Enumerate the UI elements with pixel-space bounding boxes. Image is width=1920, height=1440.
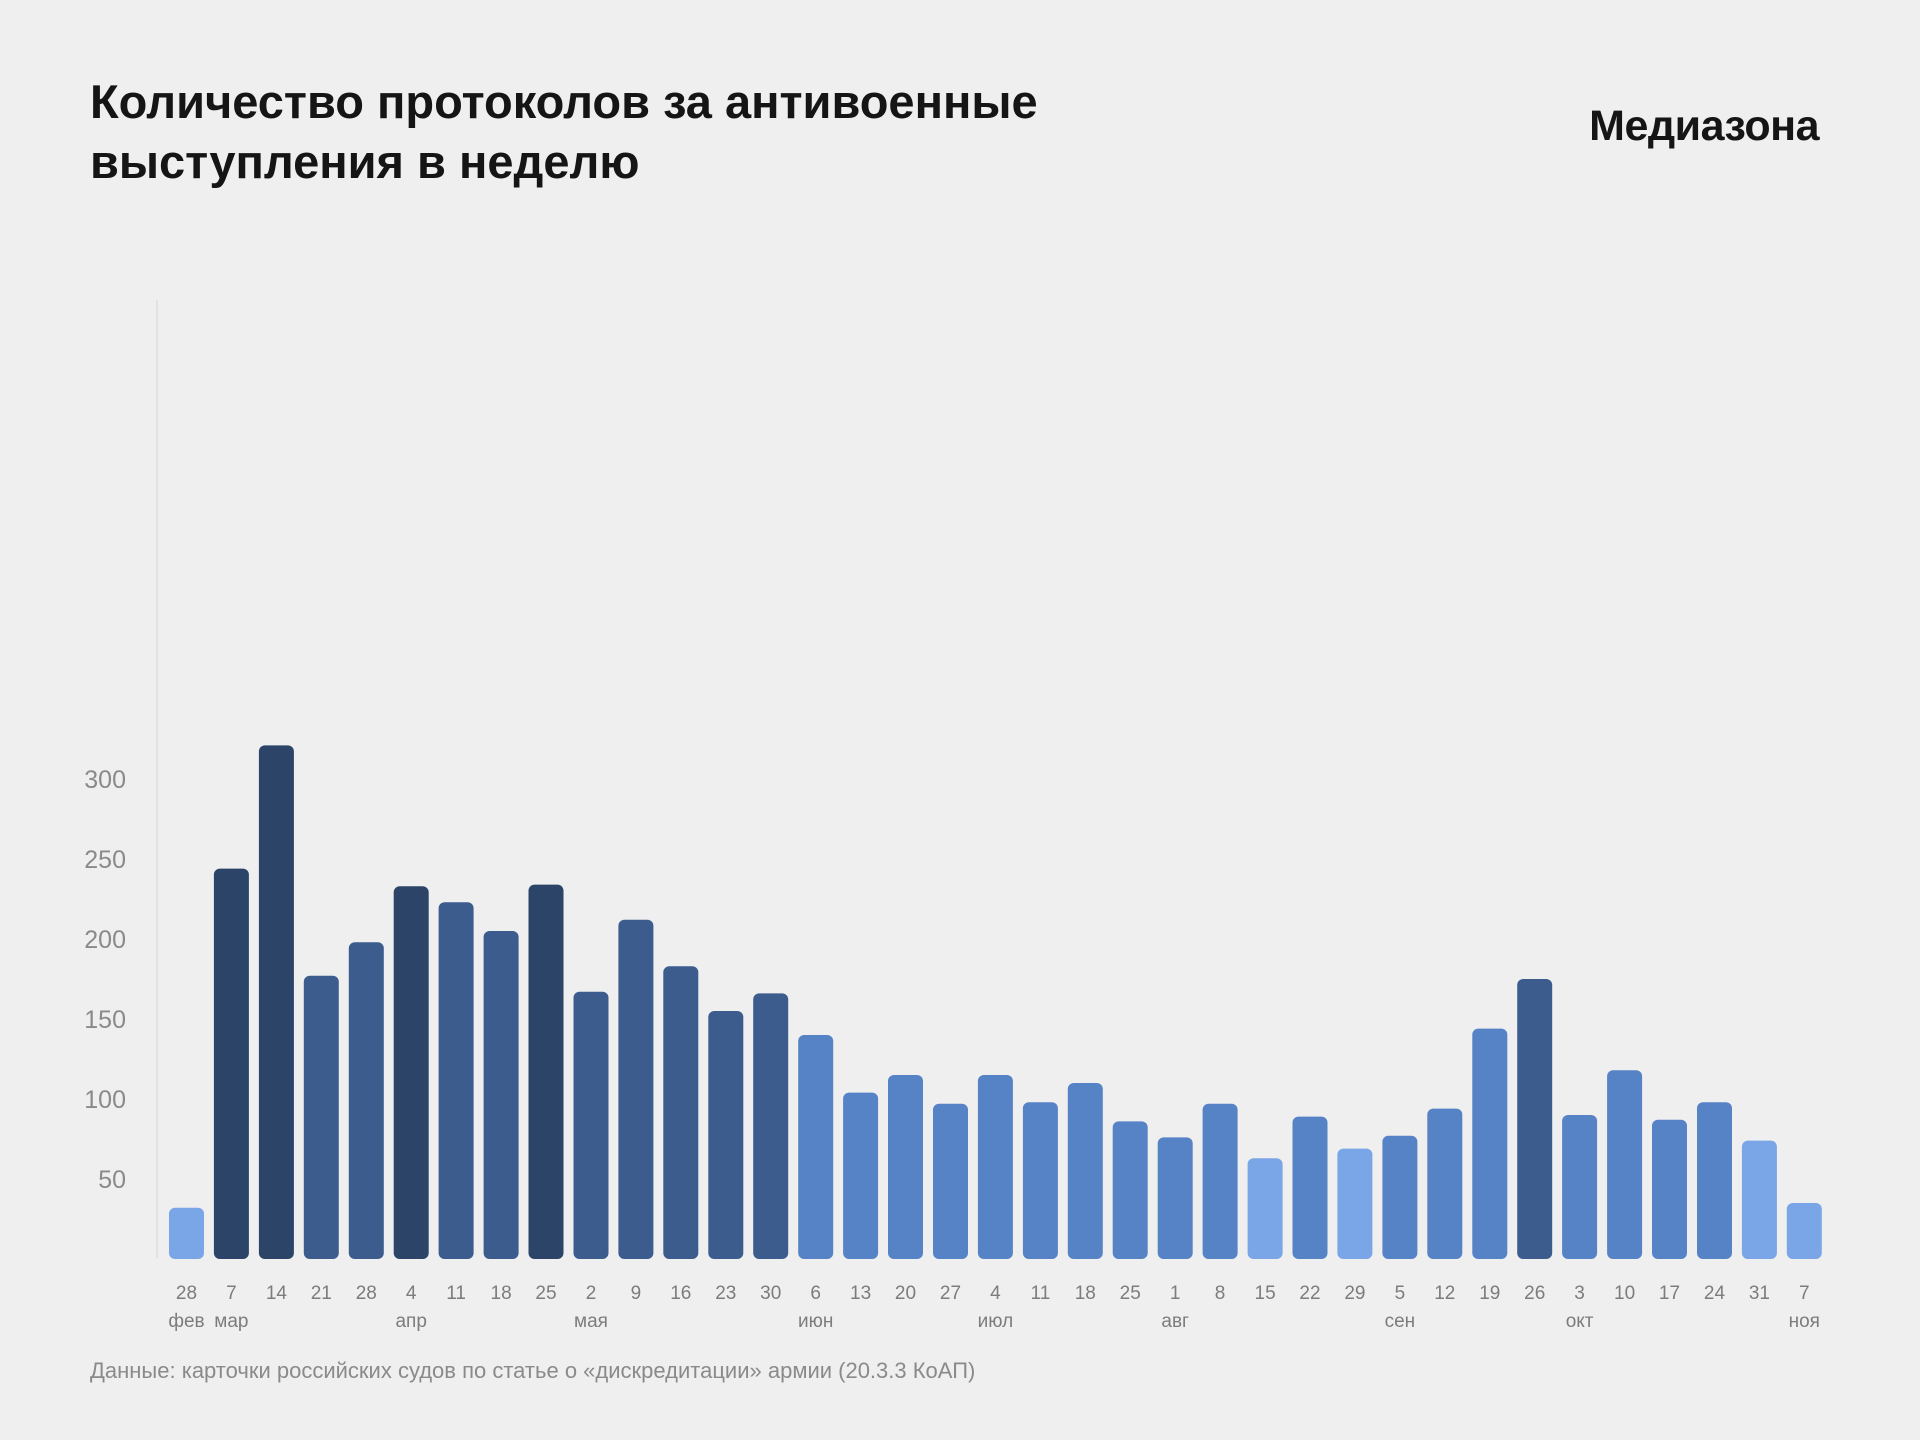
bar [573,991,609,1259]
bar [1607,1070,1643,1259]
y-tick-label: 250 [84,846,126,874]
x-month-label: мар [214,1311,248,1332]
y-tick-label: 300 [84,766,126,794]
bar [393,886,429,1259]
x-tick-label: 30 [760,1283,781,1304]
x-tick-label: 26 [1524,1283,1545,1304]
x-month-label: авг [1161,1311,1189,1332]
bar [1247,1158,1283,1259]
x-tick-label: 7 [1799,1283,1810,1304]
x-tick-label: 13 [850,1283,871,1304]
bar [1741,1140,1777,1259]
bar [663,966,699,1259]
bar [169,1207,204,1259]
x-month-label: июл [978,1311,1014,1332]
bar [1067,1083,1103,1259]
bar [483,931,519,1259]
bar [1427,1108,1463,1259]
x-tick-label: 23 [715,1283,736,1304]
x-tick-label: 25 [1120,1283,1141,1304]
brand-logo: Медиазона [1589,102,1819,150]
x-tick-label: 29 [1344,1283,1365,1304]
x-tick-label: 6 [810,1283,821,1304]
bar [1652,1119,1687,1259]
bar [438,902,474,1259]
x-tick-label: 31 [1749,1283,1770,1304]
x-tick-label: 18 [1075,1283,1096,1304]
x-tick-label: 19 [1479,1283,1500,1304]
bar [348,942,384,1259]
source-note: Данные: карточки российских судов по ста… [90,1358,976,1383]
x-tick-label: 28 [176,1283,197,1304]
x-tick-label: 18 [491,1283,512,1304]
bar [1786,1203,1822,1259]
x-tick-label: 8 [1215,1283,1226,1304]
y-tick-label: 150 [84,1006,126,1034]
chart-title-line-2: выступления в неделю [90,135,640,188]
x-tick-label: 28 [356,1283,377,1304]
x-tick-label: 11 [1031,1283,1051,1304]
x-month-label: ноя [1789,1311,1820,1332]
bar [843,1092,879,1259]
x-tick-label: 21 [311,1283,332,1304]
bar [213,868,249,1259]
y-tick-label: 100 [84,1086,126,1114]
bar [1202,1103,1238,1259]
x-tick-label: 4 [406,1283,417,1304]
bar [1157,1137,1193,1259]
x-tick-label: 11 [446,1283,466,1304]
x-month-label: июн [798,1311,833,1332]
x-tick-label: 25 [535,1283,556,1304]
bar [708,1011,744,1259]
bar [1562,1115,1598,1259]
bar [933,1103,968,1259]
bar [618,919,654,1259]
bar [1292,1116,1328,1259]
bar [977,1075,1013,1259]
x-month-label: мая [574,1311,608,1332]
chart-title: Количество протоколов за антивоенные выс… [90,72,1290,192]
bar [798,1035,834,1259]
y-tick-label: 200 [84,926,126,954]
bar [303,975,339,1259]
bar [888,1075,923,1259]
bar [1112,1121,1148,1259]
x-tick-label: 22 [1299,1283,1320,1304]
x-month-label: фев [168,1311,204,1332]
x-tick-label: 2 [586,1283,597,1304]
x-tick-label: 3 [1574,1283,1585,1304]
bar [1022,1102,1058,1259]
bar [1697,1102,1732,1259]
x-month-label: окт [1566,1311,1594,1332]
x-month-label: апр [395,1311,426,1332]
y-axis: 50 100 150 200 250 300 [84,766,126,1194]
x-tick-label: 9 [631,1283,642,1304]
x-tick-label: 7 [226,1283,237,1304]
x-tick-label: 27 [940,1283,961,1304]
x-tick-label: 17 [1659,1283,1680,1304]
x-tick-label: 24 [1704,1283,1726,1304]
bar [753,993,789,1259]
bar [1337,1148,1373,1259]
x-month-label: сен [1385,1311,1416,1332]
x-tick-label: 5 [1395,1283,1406,1304]
x-tick-label: 4 [990,1283,1001,1304]
x-tick-label: 10 [1614,1283,1635,1304]
x-tick-label: 15 [1255,1283,1276,1304]
bar [1472,1028,1508,1259]
x-tick-label: 20 [895,1283,916,1304]
x-tick-label: 1 [1170,1283,1181,1304]
bar [1382,1135,1418,1259]
bars [169,745,1822,1259]
x-tick-label: 16 [670,1283,691,1304]
bar [528,884,564,1259]
x-tick-label: 14 [266,1283,288,1304]
bar [1517,979,1553,1259]
bar [258,745,294,1259]
chart-title-line-1: Количество протоколов за антивоенные [90,75,1038,128]
y-tick-label: 50 [98,1166,126,1194]
x-tick-label: 12 [1434,1283,1455,1304]
